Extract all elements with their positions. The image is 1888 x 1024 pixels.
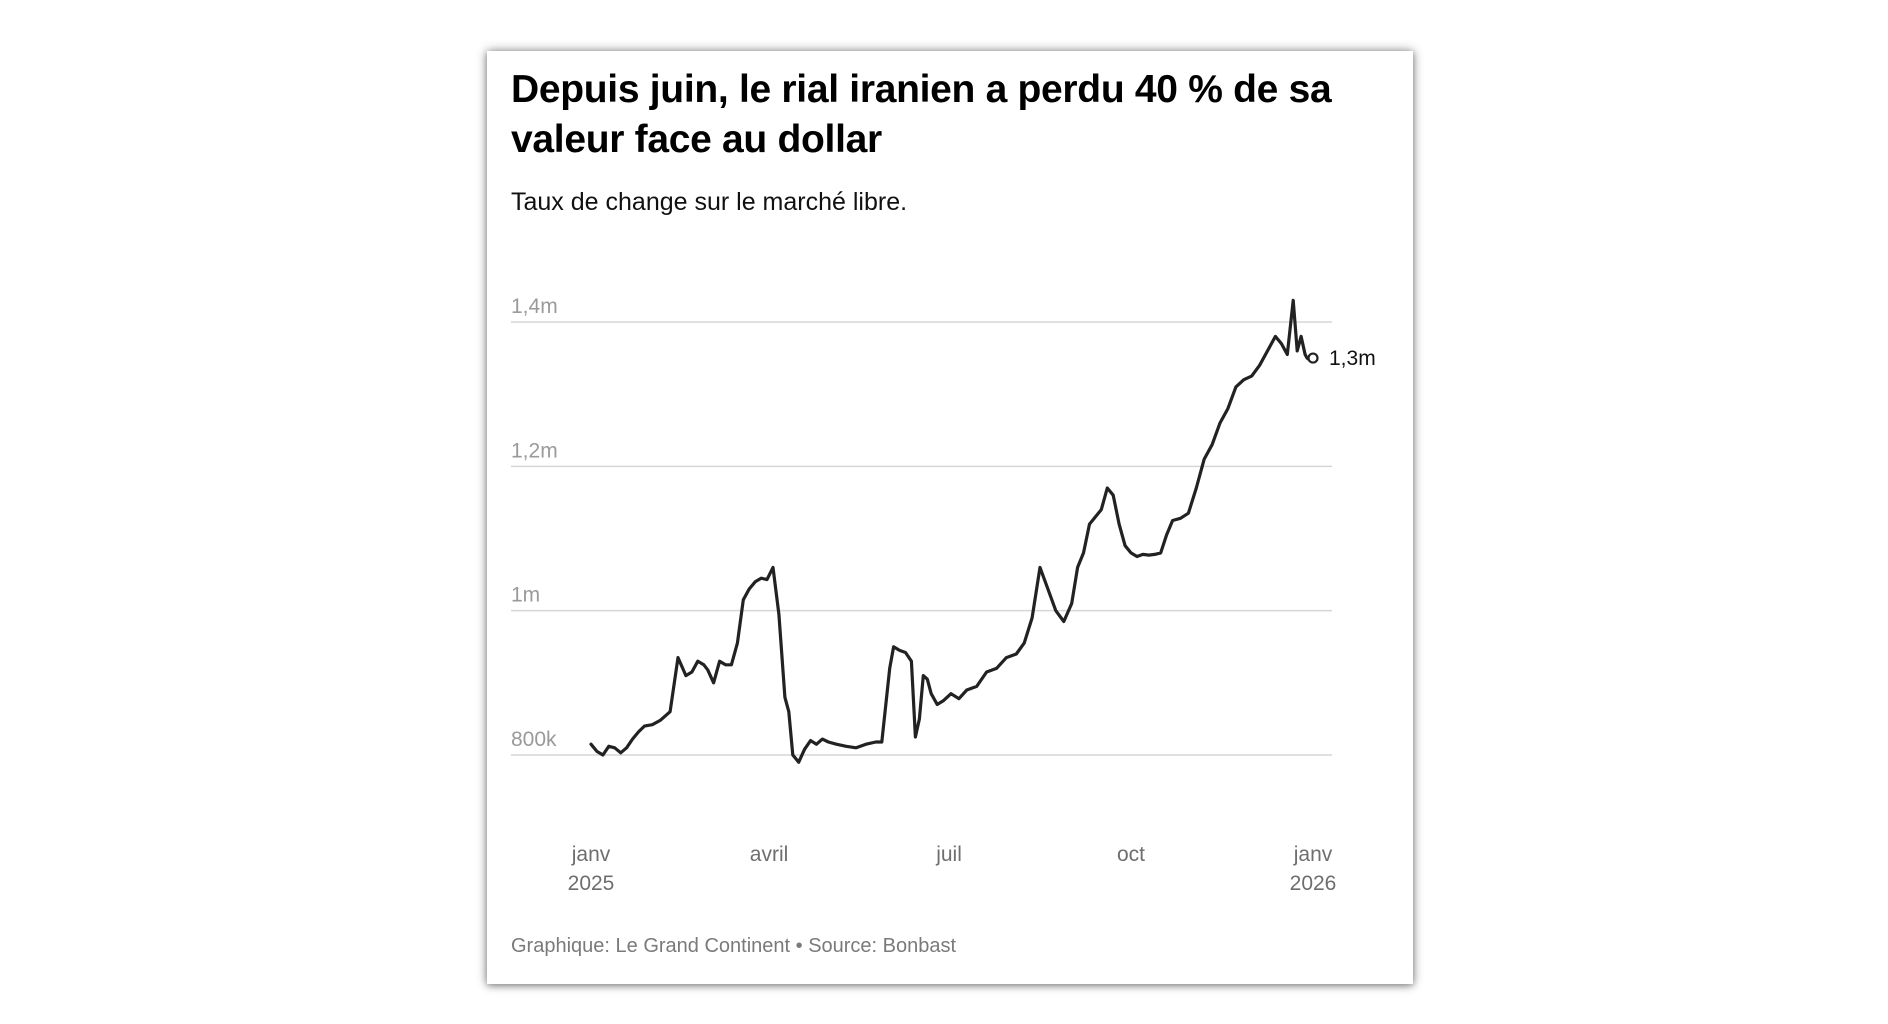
line-chart: 800k 1m 1,2m 1,4m janv 2025 avril juil oct janv 20… xyxy=(511,295,1376,895)
y-tick-label: 1,4m xyxy=(511,295,558,318)
chart-title: Depuis juin, le rial iranien a perdu 40 … xyxy=(511,68,1332,161)
x-tick-label: janv xyxy=(571,843,611,866)
x-tick-label: juil xyxy=(935,843,962,866)
chart-source: Graphique: Le Grand Continent • Source: … xyxy=(511,935,957,957)
y-tick-label: 1,2m xyxy=(511,439,558,462)
chart-card: Depuis juin, le rial iranien a perdu 40 … xyxy=(487,51,1413,984)
x-tick-year-label: 2025 xyxy=(568,872,615,895)
series-end-label: 1,3m xyxy=(1329,347,1376,370)
x-tick-label: avril xyxy=(750,843,789,866)
x-tick-label: janv xyxy=(1293,843,1333,866)
series-line xyxy=(589,298,1315,764)
x-tick-year-label: 2026 xyxy=(1290,872,1337,895)
series-end-marker xyxy=(1307,352,1319,364)
x-tick-label: oct xyxy=(1117,843,1145,866)
chart-subtitle: Taux de change sur le marché libre. xyxy=(511,188,908,216)
y-tick-label: 800k xyxy=(511,728,557,751)
y-tick-label: 1m xyxy=(511,584,540,607)
